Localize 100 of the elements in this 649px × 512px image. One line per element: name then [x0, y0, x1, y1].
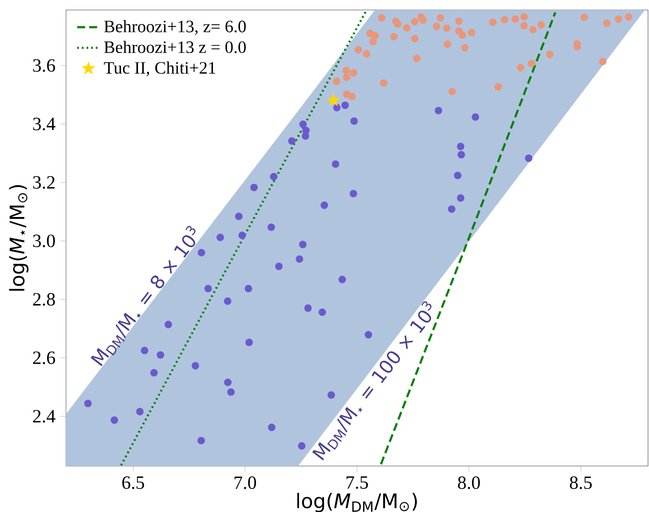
point: [411, 34, 418, 42]
point: [198, 248, 206, 256]
point: [350, 117, 358, 125]
point: [197, 436, 205, 444]
point: [326, 92, 340, 106]
point: [362, 50, 370, 58]
point: [332, 78, 340, 86]
legend-label: Behroozi+13, z= 6.0: [104, 20, 246, 35]
point: [302, 132, 310, 140]
point: [354, 46, 362, 54]
point: [537, 21, 545, 29]
point: [456, 142, 464, 150]
point: [520, 22, 528, 30]
point: [328, 391, 335, 399]
point: [378, 14, 386, 22]
point: [436, 14, 444, 22]
point: [468, 28, 476, 36]
point: [520, 12, 528, 20]
point: [494, 83, 502, 91]
point: [224, 297, 232, 305]
point: [528, 60, 536, 68]
point: [288, 137, 296, 145]
x-axis-title: log(M$_{DM}$/M$_{⊙}$): [297, 492, 417, 512]
point: [332, 160, 340, 168]
point: [350, 69, 358, 77]
point: [84, 400, 92, 408]
x-tick-label: 7.0: [234, 476, 256, 490]
point: [380, 79, 388, 87]
point: [516, 64, 524, 72]
point: [110, 416, 118, 424]
point: [390, 32, 398, 40]
x-tick-label: 7.5: [346, 476, 368, 489]
point: [348, 92, 356, 100]
point: [192, 362, 200, 370]
point: [318, 308, 326, 316]
point: [444, 40, 452, 48]
point: [342, 90, 350, 98]
point: [320, 202, 328, 209]
point: [250, 184, 258, 192]
y-axis-title: log(M$_{⋆}$/M$_{⊙}$): [9, 185, 28, 291]
point: [448, 88, 456, 96]
point: [204, 284, 212, 292]
point: [227, 388, 235, 396]
legend-label: Tuc II, Chiti+21: [104, 62, 216, 76]
annotation: M$_{DM}$/M$_{⋆}$ = 8 × 10$^{3}$: [90, 226, 196, 366]
x-tick-label: 8.0: [458, 476, 480, 490]
point: [411, 18, 418, 26]
point: [458, 150, 466, 158]
point: [614, 15, 622, 23]
point: [456, 194, 464, 202]
point: [140, 346, 148, 354]
point: [432, 22, 440, 30]
y-tick-label: 3.0: [33, 234, 55, 248]
y-tick-label: 3.6: [33, 59, 56, 72]
point: [270, 172, 278, 180]
point: [371, 32, 379, 40]
point: [245, 338, 253, 346]
point: [413, 54, 420, 62]
point: [268, 424, 276, 432]
point: [342, 73, 350, 81]
point: [333, 104, 341, 112]
point: [216, 234, 224, 242]
point: [419, 16, 427, 24]
point: [224, 378, 232, 386]
point: [458, 31, 466, 39]
y-tick-label: 2.6: [33, 352, 56, 364]
point: [275, 262, 283, 270]
x-tick-label: 8.5: [570, 476, 592, 490]
point: [448, 205, 456, 213]
y-tick-label: 2.4: [33, 410, 56, 423]
point: [529, 26, 537, 34]
y-tick-label: 2.8: [33, 293, 55, 306]
point: [150, 369, 158, 376]
point: [580, 14, 588, 22]
point: [364, 331, 372, 338]
point: [603, 19, 611, 27]
point: [244, 284, 252, 292]
point: [235, 212, 243, 220]
point: [238, 232, 246, 240]
legend-label: Behroozi+13 z = 0.0: [104, 40, 246, 54]
point: [472, 113, 480, 121]
point: [512, 15, 519, 23]
y-tick-label: 3.2: [33, 176, 55, 189]
point: [402, 24, 410, 32]
point: [299, 120, 307, 128]
point: [434, 106, 442, 114]
point: [394, 20, 402, 28]
point: [341, 102, 349, 110]
point: [296, 255, 304, 263]
point: [299, 240, 307, 248]
point: [156, 351, 164, 359]
x-tick-label: 6.5: [122, 476, 144, 490]
point: [500, 16, 508, 24]
point: [524, 154, 532, 162]
point: [455, 17, 463, 25]
point: [443, 24, 450, 32]
point: [454, 172, 462, 180]
point: [136, 408, 144, 416]
point: [489, 18, 497, 26]
point: [268, 223, 276, 231]
